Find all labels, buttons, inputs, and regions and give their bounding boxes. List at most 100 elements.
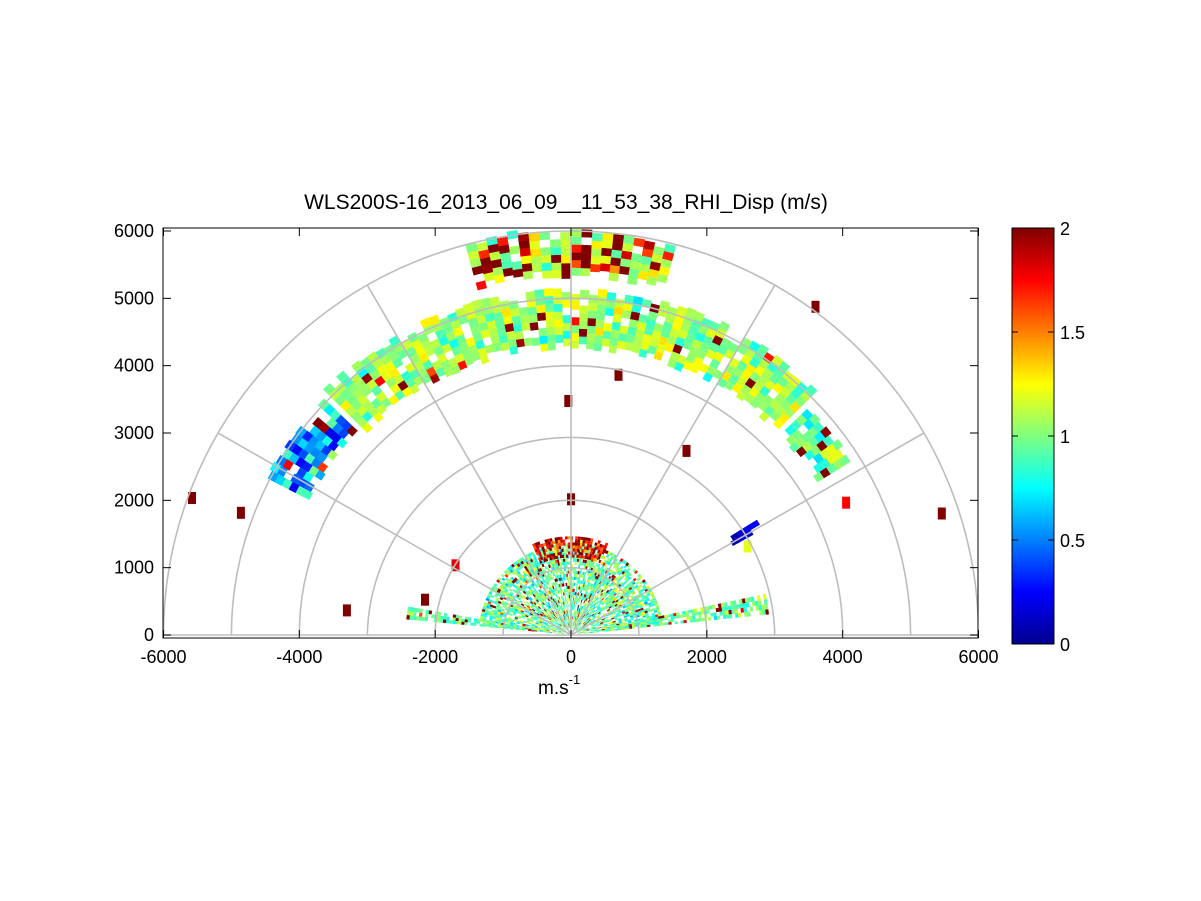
data-cell xyxy=(803,418,815,431)
data-cell xyxy=(592,548,596,552)
data-cell xyxy=(529,322,539,331)
data-cell xyxy=(592,631,597,633)
data-cell xyxy=(573,625,575,629)
data-cell xyxy=(609,596,613,601)
data-cell xyxy=(446,616,450,621)
data-cell xyxy=(559,623,563,626)
data-cell xyxy=(568,616,569,620)
data-cell xyxy=(559,612,562,616)
data-cell xyxy=(539,630,544,633)
data-cell xyxy=(500,602,505,606)
data-cell xyxy=(544,612,548,616)
data-cell xyxy=(728,609,732,615)
data-cell xyxy=(613,602,617,606)
data-cell xyxy=(525,572,530,576)
data-cell xyxy=(657,336,669,346)
data-cell xyxy=(643,581,648,585)
data-cell xyxy=(563,620,566,624)
data-cell xyxy=(552,592,555,596)
data-cell xyxy=(546,629,550,631)
data-cell xyxy=(640,588,645,592)
data-cell xyxy=(572,619,574,623)
data-cell xyxy=(554,578,557,583)
data-cell xyxy=(551,614,554,618)
data-cell xyxy=(505,577,510,582)
data-cell xyxy=(593,606,596,610)
data-cell xyxy=(525,624,529,627)
data-cell xyxy=(527,306,537,316)
data-cell xyxy=(575,539,578,543)
data-cell xyxy=(643,623,648,626)
data-cell xyxy=(597,610,601,614)
data-cell xyxy=(565,610,567,614)
data-cell xyxy=(488,622,493,626)
data-cell xyxy=(515,584,520,588)
data-cell xyxy=(750,596,755,602)
data-cell xyxy=(501,600,505,604)
data-cell xyxy=(594,585,598,590)
data-cell xyxy=(613,597,617,601)
data-cell xyxy=(596,576,599,580)
data-cell xyxy=(645,585,650,589)
data-cell xyxy=(610,628,614,630)
data-cell xyxy=(566,554,569,558)
data-cell xyxy=(591,609,594,612)
data-cell xyxy=(567,607,569,611)
data-cell xyxy=(549,616,552,620)
data-cell xyxy=(438,335,450,347)
data-cell xyxy=(523,589,528,593)
data-cell xyxy=(609,562,613,567)
data-cell xyxy=(555,619,558,622)
data-cell xyxy=(546,628,550,630)
data-cell xyxy=(584,615,587,618)
data-cell xyxy=(526,591,530,595)
data-cell xyxy=(572,622,574,626)
data-cell xyxy=(562,625,565,628)
data-cell xyxy=(592,614,596,618)
data-cell xyxy=(597,576,601,581)
data-cell xyxy=(598,602,601,606)
data-cell xyxy=(580,602,583,606)
data-cell xyxy=(812,421,825,434)
data-cell xyxy=(431,614,435,619)
data-cell xyxy=(580,612,583,616)
data-cell xyxy=(587,572,590,577)
data-cell xyxy=(587,563,591,567)
data-cell xyxy=(458,341,469,352)
data-cell xyxy=(295,467,307,479)
data-cell xyxy=(562,624,565,628)
x-tick-label: -6000 xyxy=(140,647,186,667)
data-cell xyxy=(568,613,569,617)
data-cell xyxy=(587,553,590,557)
data-cell xyxy=(623,585,628,590)
data-cell xyxy=(525,597,529,601)
data-cell xyxy=(455,617,459,622)
data-cell xyxy=(586,629,590,631)
data-cell xyxy=(587,613,590,617)
data-cell xyxy=(596,579,600,584)
data-cell xyxy=(562,598,564,602)
data-cell xyxy=(588,619,591,622)
data-cell xyxy=(557,625,561,628)
data-cell xyxy=(540,591,543,596)
data-cell xyxy=(550,592,554,597)
data-cell xyxy=(591,554,595,558)
data-cell xyxy=(569,610,570,614)
data-cell xyxy=(566,616,568,620)
data-cell xyxy=(574,558,578,562)
data-cell xyxy=(610,257,621,267)
data-cell xyxy=(644,601,648,605)
data-cell xyxy=(645,603,649,607)
data-cell xyxy=(577,632,581,634)
data-cell xyxy=(622,627,627,630)
data-cell xyxy=(585,616,589,620)
data-cell xyxy=(424,617,429,622)
data-cell xyxy=(607,609,611,613)
data-cell xyxy=(685,332,696,344)
data-cell xyxy=(575,617,578,621)
data-cell xyxy=(496,613,500,616)
data-cell xyxy=(591,587,594,591)
data-cell xyxy=(625,562,630,567)
data-cell xyxy=(290,433,303,446)
data-cell xyxy=(543,558,547,563)
